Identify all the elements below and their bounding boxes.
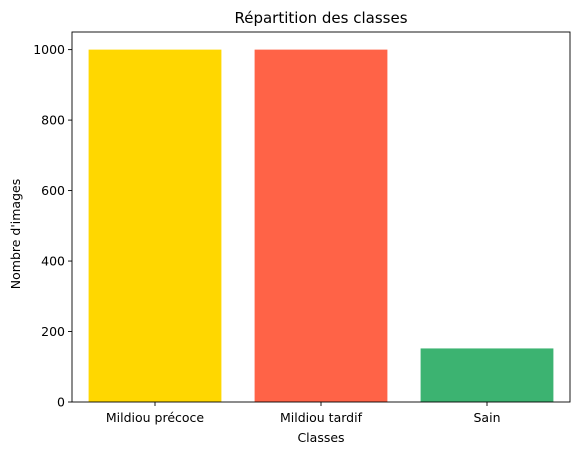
y-tick-label: 0 (57, 395, 65, 410)
y-tick-label: 600 (41, 183, 65, 198)
plot-area: 0 200 400 600 800 1000 Mildiou précoce Mildiou … (33, 31, 571, 425)
y-tick-label: 1000 (33, 42, 65, 57)
bar-sain (420, 348, 554, 402)
x-tick-label: Mildiou précoce (106, 410, 205, 425)
y-tick-label: 800 (41, 113, 65, 128)
x-axis-label: Classes (297, 430, 344, 445)
bar-mildiou-pr-coce (88, 49, 222, 402)
bar-mildiou-tardif (254, 49, 388, 402)
y-tick-label: 200 (41, 324, 65, 339)
chart-title: Répartition des classes (234, 9, 407, 27)
y-tick-label: 400 (41, 254, 65, 269)
x-tick-label: Mildiou tardif (280, 410, 363, 425)
y-axis-label: Nombre d'images (8, 179, 23, 289)
x-tick-label: Sain (474, 410, 501, 425)
